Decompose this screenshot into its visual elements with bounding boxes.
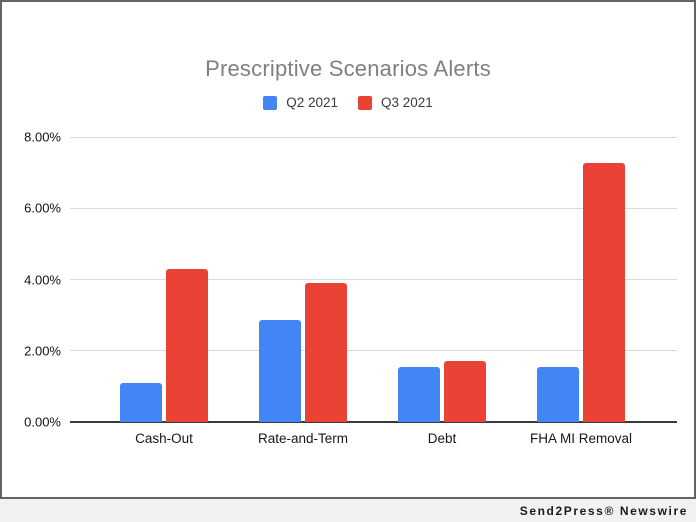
bar-q2-2021 [120,382,162,422]
y-axis-tick-label: 4.00% [24,272,61,287]
gridline [70,136,677,138]
y-axis-tick-label: 6.00% [24,200,61,216]
legend-label: Q3 2021 [381,95,433,110]
bar-q2-2021 [537,366,579,422]
legend-swatch-icon [358,95,372,110]
gridline [70,207,677,209]
bar-q2-2021 [398,366,440,422]
x-axis-category-label: FHA MI Removal [529,431,633,446]
y-axis-tick-label: 2.00% [24,343,61,359]
bar-group [120,137,208,422]
footer-strip: Send2Press® Newswire [0,499,696,522]
plot-area: 8.00% 6.00% 4.00% 2.00% 0.00% Cash-Out Rate-an… [24,130,677,446]
bar-q3-2021 [444,361,486,422]
legend-item: Q2 2021 [263,95,338,110]
x-axis-baseline [70,421,677,423]
legend-label: Q2 2021 [286,95,338,110]
bar-q3-2021 [583,163,625,422]
bar-q3-2021 [166,268,208,422]
bar-q2-2021 [259,320,301,422]
bar-group [537,137,625,422]
gridline [70,350,677,352]
bar-group [259,137,347,422]
bar-q3-2021 [305,283,347,422]
y-axis-tick-label: 8.00% [24,129,61,145]
chart-legend: Q2 2021 Q3 2021 [2,95,694,110]
x-axis-category-label: Rate-and-Term [257,431,349,446]
y-axis-tick-label: 0.00% [24,414,61,430]
chart-title: Prescriptive Scenarios Alerts [205,56,491,81]
x-axis-category-label: Cash-Out [135,431,193,446]
legend-swatch-icon [263,95,278,110]
footer-credit-text: Send2Press® Newswire [519,503,688,518]
bar-group [398,137,486,422]
legend-item: Q3 2021 [358,95,433,110]
x-axis-category-label: Debt [427,431,457,446]
chart-card: Prescriptive Scenarios Alerts Q2 2021 Q3 … [0,0,696,499]
gridline [70,279,677,280]
